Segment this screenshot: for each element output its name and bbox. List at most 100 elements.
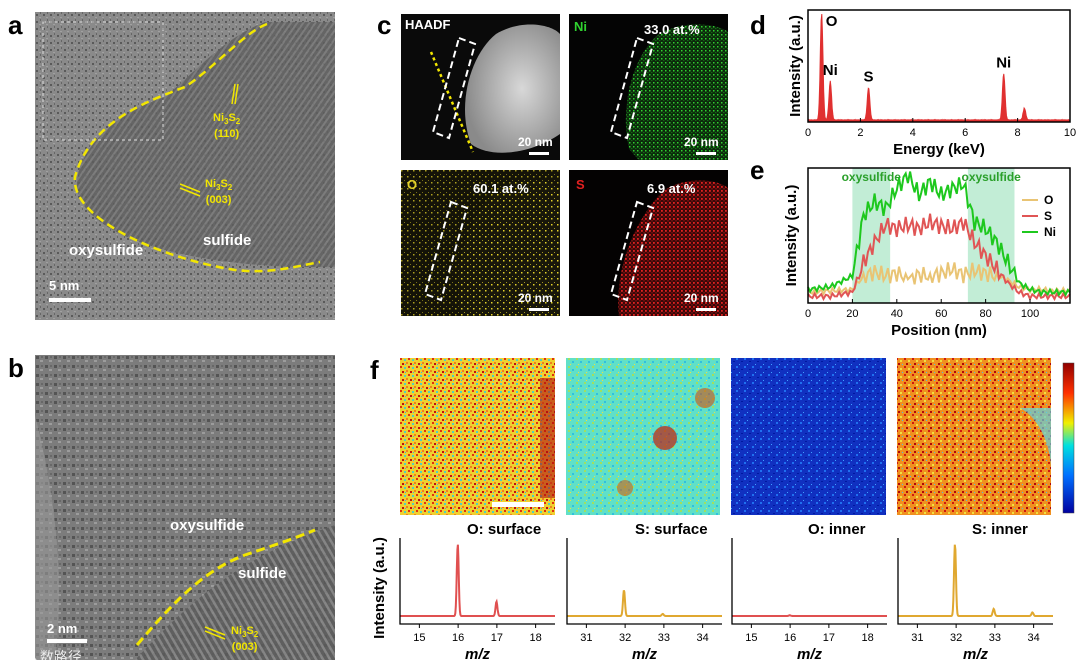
tof-spectrum-axes-1 <box>399 538 555 625</box>
tof-xtick-label: 16 <box>452 632 464 644</box>
tof-scale-bar <box>492 502 544 507</box>
tof-xtick-label: 18 <box>530 632 542 644</box>
panel-label-d: d <box>750 10 766 40</box>
linescan-xtick-label: 100 <box>1021 308 1039 320</box>
linescan-xaxis-label: Position (nm) <box>891 322 987 339</box>
map-title-ni: Ni <box>574 19 587 34</box>
map-scale-ni: 20 nm <box>684 135 719 149</box>
tof-title-s-surface: S: surface <box>635 521 708 538</box>
ni-map: Ni 33.0 at.% 20 nm <box>569 14 728 160</box>
roi-box-ni <box>609 36 655 140</box>
eds-xtick-label: 4 <box>910 127 916 139</box>
inset-box-a <box>42 21 164 141</box>
tof-map-o-inner <box>731 358 886 515</box>
eds-xtick-label: 0 <box>805 127 811 139</box>
map-scalebar-ni <box>696 152 716 155</box>
tof-map-s-surface <box>566 358 720 515</box>
tof-spectrum-axes-2 <box>566 538 722 625</box>
roi-box-o <box>423 200 469 302</box>
tof-map-s-inner <box>897 358 1051 515</box>
tof-xtick-label: 32 <box>619 632 631 644</box>
tem-image-a: oxysulfide sulfide Ni3S2 (110) Ni3S2 (003)… <box>35 12 335 320</box>
linescan-line <box>429 51 475 153</box>
linescan-legend-label: Ni <box>1044 225 1056 239</box>
map-scalebar-s <box>696 308 716 311</box>
eds-axes-frame <box>807 9 1071 123</box>
map-title-haadf: HAADF <box>405 17 451 32</box>
scale-label-b: 2 nm <box>47 621 78 636</box>
eds-xtick-label: 10 <box>1064 127 1076 139</box>
map-scale-o: 20 nm <box>518 291 553 305</box>
linescan-xtick-label: 80 <box>980 308 992 320</box>
panel-label-f: f <box>370 355 379 385</box>
map-scale-haadf: 20 nm <box>518 135 553 149</box>
map-fraction-ni: 33.0 at.% <box>644 22 700 37</box>
ni-texture <box>609 24 728 160</box>
linescan-xtick-label: 60 <box>935 308 947 320</box>
linescan-yaxis-label: Intensity (a.u.) <box>783 185 800 287</box>
linescan-series-s <box>807 213 1071 302</box>
tof-xtick-label: 17 <box>823 632 835 644</box>
tof-xaxis-label: m/z <box>797 646 823 663</box>
interface-line-a <box>73 22 321 273</box>
eds-xtick-label: 2 <box>857 127 863 139</box>
tof-yaxis-label: Intensity (a.u.) <box>371 537 388 639</box>
lattice-label-b: Ni3S2 (003) <box>231 625 259 654</box>
watermark: ⓒ 人数路径 <box>8 649 82 665</box>
eds-xtick-label: 6 <box>962 127 968 139</box>
panel-label-c: c <box>377 10 392 40</box>
roi-box-s <box>609 200 655 302</box>
tof-xtick-label: 33 <box>989 632 1001 644</box>
interface-line-b <box>135 528 316 646</box>
tof-xtick-label: 31 <box>580 632 592 644</box>
linescan-series-ni <box>807 170 1071 298</box>
map-fraction-o: 60.1 at.% <box>473 181 529 196</box>
linescan-xtick-label: 0 <box>805 308 811 320</box>
tem-texture-a <box>35 12 335 320</box>
panel-label-b: b <box>8 353 24 383</box>
eds-peak-label: Ni <box>996 55 1011 72</box>
tof-xtick-label: 15 <box>745 632 757 644</box>
tof-spectrum-axes-3 <box>731 538 887 625</box>
map-scale-s: 20 nm <box>684 291 719 305</box>
s-map: S 6.9 at.% 20 nm <box>569 170 728 316</box>
tof-xtick-label: 15 <box>413 632 425 644</box>
eds-xtick-label: 8 <box>1015 127 1021 139</box>
linescan-axes-frame <box>807 167 1071 304</box>
tof-sims-maps <box>400 358 1075 515</box>
map-fraction-s: 6.9 at.% <box>647 181 696 196</box>
sulfide-label-b: sulfide <box>238 565 287 582</box>
tof-xtick-label: 32 <box>950 632 962 644</box>
tof-spectrum-line-2 <box>567 589 722 617</box>
eds-peak-label: O <box>826 13 838 30</box>
tof-title-o-surface: O: surface <box>467 521 542 538</box>
eds-spectrum-chart: 0 2 4 6 8 10 O Ni S Ni Energy (keV) Intensity (a.u.… <box>787 9 1076 158</box>
tof-xtick-label: 18 <box>862 632 874 644</box>
tof-sims-spectra-chart: 15 16 17 18 m/z 31 32 33 34 m/z 15 16 17 18 m/z 31 32 33 3… <box>371 537 1053 663</box>
tof-title-s-inner: S: inner <box>972 521 1028 538</box>
scale-bar-a <box>49 298 91 302</box>
eds-peak-label: Ni <box>823 62 838 79</box>
linescan-legend-label: O <box>1044 193 1053 207</box>
tof-colorbar <box>1062 362 1075 514</box>
tof-xtick-label: 34 <box>1028 632 1040 644</box>
linescan-region-label: oxysulfide <box>961 170 1021 184</box>
tem-texture-b <box>35 355 335 660</box>
eds-spectrum-line <box>807 13 1071 123</box>
s-texture <box>609 180 728 316</box>
scale-bar-b <box>47 639 87 643</box>
o-map: O 60.1 at.% 20 nm <box>401 170 560 316</box>
eds-xaxis-label: Energy (keV) <box>893 141 985 158</box>
lattice-label-a2: Ni3S2 (003) <box>205 178 233 207</box>
tof-xtick-label: 34 <box>697 632 709 644</box>
map-scalebar-o <box>529 308 549 311</box>
eds-yaxis-label: Intensity (a.u.) <box>787 15 804 117</box>
linescan-region-label: oxysulfide <box>842 170 902 184</box>
tof-map-o-surface <box>400 358 555 515</box>
map-scalebar-haadf <box>529 152 549 155</box>
tof-xaxis-label: m/z <box>963 646 989 663</box>
panel-label-a: a <box>8 10 23 40</box>
sulfide-label-a: sulfide <box>203 232 252 249</box>
o-texture <box>401 170 560 316</box>
haadf-map: HAADF 20 nm <box>401 14 560 160</box>
